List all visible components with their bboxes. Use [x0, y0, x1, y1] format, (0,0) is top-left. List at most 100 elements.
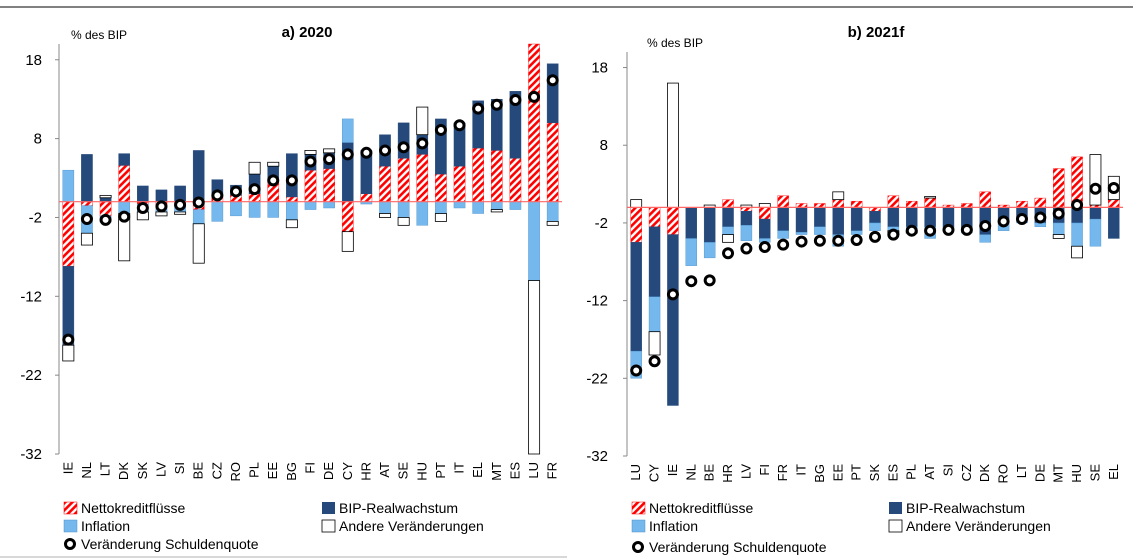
bar-andere — [397, 217, 410, 226]
debt-marker — [795, 235, 808, 248]
debt-marker — [813, 234, 826, 247]
bar-netto — [546, 122, 559, 202]
bar-inflation — [435, 201, 447, 214]
debt-marker — [722, 247, 735, 260]
category-label: RO — [228, 462, 243, 482]
legend-netto-label: Nettokreditflüsse — [81, 500, 185, 516]
bar-inflation — [528, 201, 540, 281]
category-label: NL — [79, 462, 94, 479]
bar-inflation — [341, 118, 354, 143]
bar-inflation — [397, 201, 410, 218]
panel-title: a) 2020 — [282, 24, 333, 41]
debt-marker — [887, 228, 900, 241]
legend-andere-label: Andere Veränderungen — [906, 518, 1051, 534]
debt-marker — [1089, 182, 1102, 195]
legend-debt-marker — [64, 538, 76, 550]
category-label: EL — [470, 462, 485, 478]
y-tick-label: -22 — [20, 367, 42, 384]
bar-netto — [453, 166, 466, 202]
bar-netto — [667, 207, 679, 235]
category-label: CY — [647, 464, 662, 482]
debt-marker — [703, 274, 716, 287]
category-label: DK — [977, 464, 992, 482]
debt-marker — [192, 196, 205, 209]
bar-bip — [850, 207, 863, 231]
bar-inflation — [509, 201, 522, 210]
category-label: IE — [665, 464, 680, 477]
y-tick-label: -32 — [20, 446, 42, 463]
legend-debt-label: Veränderung Schuldenquote — [81, 536, 259, 552]
bar-bip — [887, 207, 900, 228]
category-label: SI — [172, 462, 187, 474]
category-label: LU — [628, 464, 643, 481]
category-label: LT — [1014, 464, 1029, 478]
legend-andere-label: Andere Veränderungen — [339, 518, 484, 534]
debt-marker — [341, 148, 354, 161]
bar-netto — [648, 207, 661, 228]
debt-marker — [99, 213, 112, 226]
debt-marker — [528, 90, 541, 103]
bar-inflation — [814, 226, 826, 235]
debt-marker — [323, 153, 336, 166]
bar-andere — [192, 223, 205, 264]
debt-marker — [630, 364, 643, 377]
debt-marker — [472, 102, 485, 115]
bar-bip — [703, 207, 716, 243]
category-label: BE — [191, 462, 206, 480]
category-label: PL — [247, 462, 262, 478]
debt-marker — [942, 223, 955, 236]
bar-inflation — [230, 201, 242, 217]
bar-bip — [546, 63, 559, 124]
bar-inflation — [379, 201, 391, 214]
legend-inflation-swatch — [631, 519, 646, 533]
bar-netto — [323, 168, 335, 202]
bar-netto — [1034, 197, 1047, 208]
debt-marker — [62, 333, 75, 346]
debt-markers — [630, 181, 1120, 377]
debt-marker — [453, 119, 466, 132]
legend-2021f: Nettokreditflüsse BIP-Realwachstum Infla… — [631, 500, 1051, 555]
category-label: DK — [116, 462, 131, 480]
bar-bip — [924, 207, 936, 228]
category-label: SE — [1087, 464, 1102, 482]
y-tick-label: -32 — [586, 448, 608, 465]
bar-inflation — [777, 230, 789, 239]
bar-andere — [528, 280, 541, 455]
category-label: MT — [489, 462, 504, 481]
bar-inflation — [722, 226, 734, 235]
category-label: IT — [794, 464, 809, 476]
legend-netto-swatch — [63, 501, 78, 515]
bar-netto — [304, 169, 317, 202]
bar-inflation — [248, 201, 261, 218]
category-label: HR — [720, 464, 735, 483]
bar-andere — [546, 221, 559, 226]
debt-marker — [229, 185, 242, 198]
legend-bip-swatch — [322, 502, 335, 514]
bar-inflation — [850, 230, 863, 235]
category-label: ES — [507, 462, 522, 480]
category-label: HU — [1069, 464, 1084, 483]
debt-marker — [685, 275, 698, 288]
bar-andere — [630, 199, 643, 208]
debt-marker — [248, 183, 261, 196]
bar-netto — [379, 166, 391, 202]
legend-2020: Nettokreditflüsse BIP-Realwachstum Infla… — [63, 500, 484, 552]
bar-bip — [942, 207, 955, 228]
debt-marker — [379, 144, 392, 157]
bar-bip — [137, 185, 149, 202]
legend-bip-label: BIP-Realwachstum — [906, 500, 1025, 516]
y-tick-label: 8 — [34, 131, 42, 148]
bar-bip — [759, 218, 771, 239]
bar-netto — [887, 195, 900, 208]
bar-andere — [285, 219, 298, 229]
category-label: CY — [340, 462, 355, 480]
bar-inflation — [795, 232, 808, 235]
bars — [62, 43, 559, 455]
bar-inflation — [1052, 222, 1065, 235]
debt-marker — [509, 93, 522, 106]
bar-netto — [472, 147, 484, 202]
bar-netto — [777, 195, 789, 208]
bar-netto — [850, 200, 863, 208]
bar-bip — [667, 234, 679, 406]
bar-bip — [722, 207, 734, 228]
